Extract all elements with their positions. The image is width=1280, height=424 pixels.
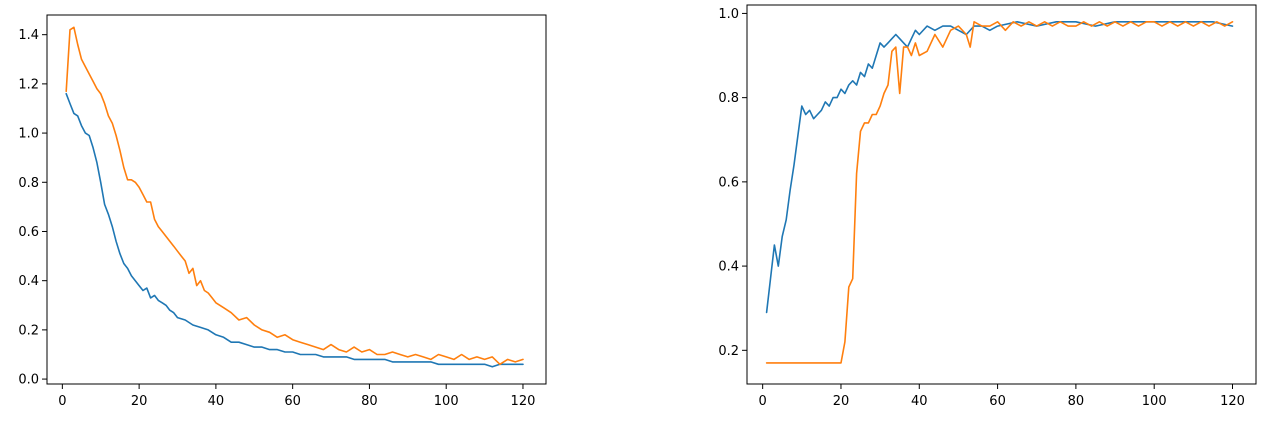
accuracy-y-tick-label: 0.6 bbox=[718, 175, 739, 190]
accuracy-series-line-1 bbox=[765, 20, 1234, 364]
loss-series-line-0 bbox=[65, 92, 524, 368]
loss-y-tick-label: 0.4 bbox=[18, 274, 39, 289]
accuracy-x-tick-label: 120 bbox=[1220, 394, 1245, 409]
loss-y-tick-label: 0.8 bbox=[18, 176, 39, 191]
accuracy-series-line-0 bbox=[765, 20, 1234, 314]
loss-y-tick-label: 1.0 bbox=[18, 127, 39, 142]
accuracy-y-tick-label: 0.4 bbox=[718, 260, 739, 275]
loss-y-tick-label: 1.2 bbox=[18, 77, 39, 92]
accuracy-x-tick-label: 100 bbox=[1142, 394, 1167, 409]
loss-x-tick-label: 40 bbox=[208, 394, 225, 409]
loss-x-tick-label: 100 bbox=[434, 394, 459, 409]
loss-axes-frame bbox=[46, 14, 547, 385]
accuracy-x-tick-label: 40 bbox=[911, 394, 928, 409]
accuracy-y-tick-label: 0.8 bbox=[718, 91, 739, 106]
accuracy-x-tick-label: 80 bbox=[1068, 394, 1085, 409]
accuracy-x-tick-label: 60 bbox=[989, 394, 1006, 409]
accuracy-axes-frame bbox=[746, 4, 1257, 385]
loss-x-tick-label: 20 bbox=[131, 394, 148, 409]
loss-x-tick-label: 120 bbox=[511, 394, 536, 409]
loss-series-line-1 bbox=[65, 26, 524, 366]
accuracy-x-tick-label: 0 bbox=[759, 394, 767, 409]
accuracy-y-tick-label: 0.2 bbox=[718, 344, 739, 359]
chart-loss-panel: 0 20 40 60 80 100 120 0.0 0.2 0.4 0.6 0.8 1.0 1.2 1.4 bbox=[18, 14, 547, 409]
loss-y-tick-label: 0.2 bbox=[18, 323, 39, 338]
loss-x-tick-label: 0 bbox=[58, 394, 66, 409]
loss-y-tick-label: 0.0 bbox=[18, 373, 39, 388]
loss-x-tick-label: 80 bbox=[361, 394, 378, 409]
accuracy-y-tick-label: 1.0 bbox=[718, 7, 739, 22]
accuracy-x-tick-label: 20 bbox=[833, 394, 850, 409]
loss-y-tick-label: 1.4 bbox=[18, 28, 39, 43]
chart-accuracy-panel: 0 20 40 60 80 100 120 0.2 0.4 0.6 0.8 1.0 bbox=[718, 4, 1257, 409]
loss-y-tick-label: 0.6 bbox=[18, 225, 39, 240]
loss-x-tick-label: 60 bbox=[284, 394, 301, 409]
